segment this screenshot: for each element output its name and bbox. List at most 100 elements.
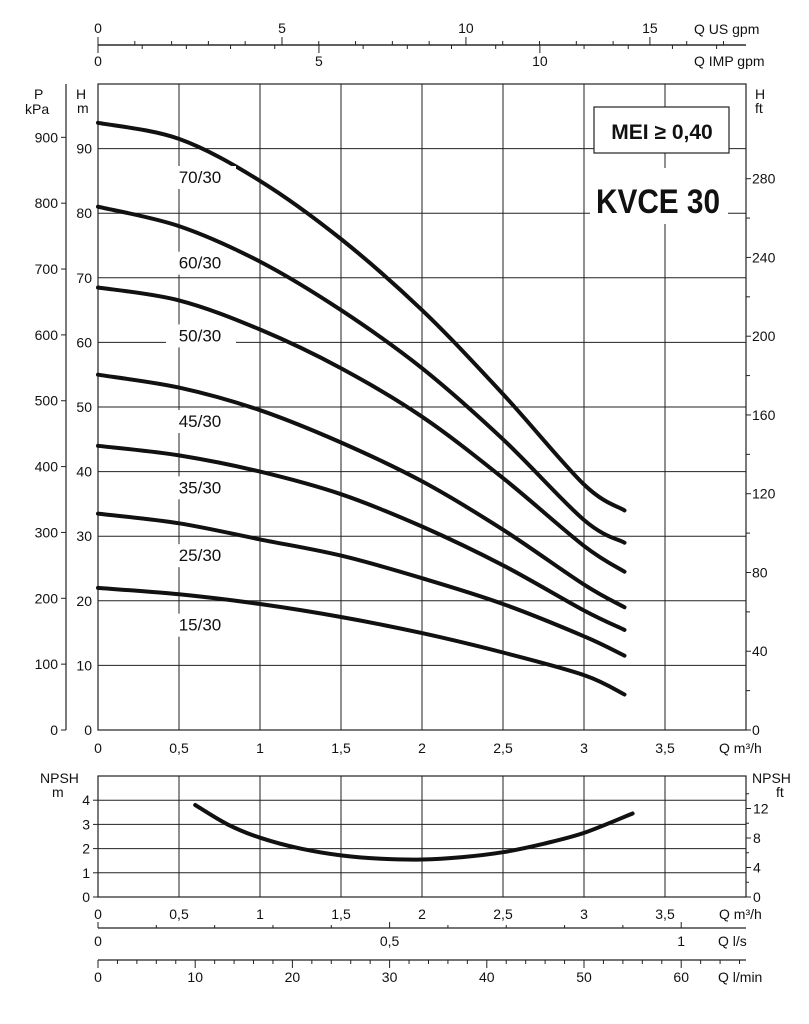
head-ft-axis-label-unit: ft: [755, 100, 763, 116]
npsh-ft-tick-label: 0: [753, 889, 761, 905]
performance-plot: 0100200300400500600700800900010203040506…: [35, 83, 776, 756]
head-ft-tick-label: 160: [752, 407, 776, 423]
head-m-tick-label: 40: [76, 464, 92, 480]
ls-axis-label: Q l/s: [718, 933, 747, 949]
ls-tick-label: 0: [94, 933, 102, 949]
curve-45-30: [96, 372, 627, 610]
kpa-tick-label: 200: [35, 590, 59, 606]
lmin-tick-label: 0: [94, 969, 102, 985]
npsh-flow-tick-label: 3: [580, 906, 588, 922]
npsh-m-tick-label: 0: [82, 889, 90, 905]
npsh-flow-tick-label: 1,5: [331, 906, 351, 922]
curve-label-bg: [166, 251, 236, 275]
npsh-ft-label: NPSH: [752, 770, 791, 786]
curve-35-30: [96, 443, 627, 632]
us-gpm-tick-label: 5: [278, 20, 286, 36]
kpa-tick-label: 400: [35, 459, 59, 475]
kpa-tick-label: 700: [35, 261, 59, 277]
npsh-m-tick-label: 1: [82, 865, 90, 881]
npsh-m-tick-label: 4: [82, 792, 90, 808]
ls-tick-label: 1: [677, 933, 685, 949]
kpa-tick-label: 900: [35, 129, 59, 145]
npsh-ft-unit: ft: [776, 784, 784, 800]
head-m-axis-label-h: H: [76, 86, 86, 102]
kpa-tick-label: 0: [50, 722, 58, 738]
npsh-m-tick-label: 3: [82, 816, 90, 832]
curve-label-bg: [166, 324, 236, 348]
curve-label-bg: [166, 613, 236, 637]
imp-gpm-tick-label: 5: [315, 53, 323, 69]
curve-label-50-30: 50/30: [179, 326, 222, 345]
us-gpm-tick-label: 15: [642, 20, 658, 36]
head-ft-tick-label: 240: [752, 249, 776, 265]
npsh-ft-tick-label: 12: [753, 800, 769, 816]
bottom-flow-axes: Q l/s Q l/min 0 0,5 10 10 20 30 40 50 60: [94, 922, 762, 985]
head-m-tick-label: 0: [84, 722, 92, 738]
us-gpm-axis-label: Q US gpm: [694, 21, 759, 37]
npsh-frame: [97, 775, 747, 898]
plot-frame: [97, 83, 747, 731]
mei-badge-frame: [593, 106, 730, 154]
head-ft-axis-label-h: H: [755, 86, 765, 102]
curve-label-bg: [166, 476, 236, 500]
lmin-tick-label: 20: [285, 969, 301, 985]
curve-label-15-30: 15/30: [179, 616, 222, 635]
npsh-m-tick-label: 2: [82, 841, 90, 857]
kpa-axis-label-unit: kPa: [25, 101, 49, 117]
kpa-tick-label: 300: [35, 524, 59, 540]
kpa-tick-label: 100: [35, 656, 59, 672]
curve-70-30: [96, 120, 627, 513]
head-m-tick-label: 60: [76, 334, 92, 350]
flow-m3h-tick-label: 2: [418, 740, 426, 756]
flow-m3h-tick-label: 3,5: [655, 740, 675, 756]
head-ft-tick-label: 40: [752, 643, 768, 659]
npsh-flow-tick-label: 2: [418, 906, 426, 922]
imp-gpm-tick-label: 0: [94, 53, 102, 69]
curve-label-bg: [166, 165, 236, 189]
head-ft-tick-label: 120: [752, 486, 776, 502]
npsh-flow-tick-label: 1: [256, 906, 264, 922]
imp-gpm-axis-label: Q IMP gpm: [694, 53, 765, 69]
head-m-tick-label: 90: [76, 141, 92, 157]
curve-25-30: [96, 511, 627, 658]
lmin-tick-label: 60: [673, 969, 689, 985]
curve-label-bg: [166, 544, 236, 568]
kpa-axis-label-p: P: [34, 86, 43, 102]
model-title-bg: [590, 168, 728, 224]
curve-label-bg: [166, 410, 236, 434]
imp-gpm-tick-label: 10: [532, 53, 548, 69]
npsh-flow-tick-label: 2,5: [493, 906, 513, 922]
npsh-ft-tick-label: 8: [753, 830, 761, 846]
head-ft-tick-label: 280: [752, 171, 776, 187]
curve-15-30: [96, 585, 627, 697]
head-m-tick-label: 20: [76, 593, 92, 609]
npsh-curve: [193, 803, 635, 862]
kpa-tick-label: 800: [35, 195, 59, 211]
npsh-flow-tick-label: 0: [94, 906, 102, 922]
head-ft-tick-label: 0: [752, 722, 760, 738]
flow-m3h-tick-label: 2,5: [493, 740, 513, 756]
us-gpm-tick-label: 10: [458, 20, 474, 36]
flow-m3h-tick-label: 0: [94, 740, 102, 756]
lmin-tick-label: 10: [187, 969, 203, 985]
npsh-m-label: NPSH: [40, 770, 79, 786]
head-m-tick-label: 80: [76, 205, 92, 221]
head-m-tick-label: 30: [76, 528, 92, 544]
curve-label-70-30: 70/30: [179, 168, 222, 187]
curve-label-25-30: 25/30: [179, 546, 222, 565]
model-title: KVCE 30: [596, 183, 720, 221]
head-m-tick-label: 10: [76, 657, 92, 673]
lmin-axis-label: Q l/min: [718, 969, 762, 985]
curve-label-35-30: 35/30: [179, 478, 222, 497]
head-m-axis-label-unit: m: [77, 100, 89, 116]
kpa-tick-label: 500: [35, 393, 59, 409]
head-ft-tick-label: 200: [752, 328, 776, 344]
flow-m3h-axis-label: Q m³/h: [719, 740, 762, 756]
ls-tick-label: 0,5: [380, 933, 400, 949]
curve-50-30: [96, 285, 627, 574]
npsh-ft-tick-label: 4: [753, 859, 761, 875]
flow-m3h-tick-label: 0,5: [169, 740, 189, 756]
mei-text: MEI ≥ 0,40: [611, 121, 712, 144]
